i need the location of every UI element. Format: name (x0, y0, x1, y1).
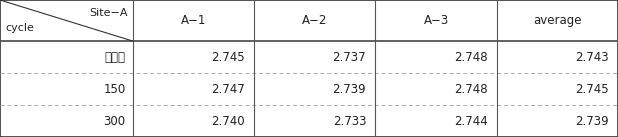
Text: 2.745: 2.745 (211, 51, 245, 64)
Text: A−2: A−2 (302, 14, 328, 27)
Text: A−1: A−1 (181, 14, 206, 27)
Text: 종기값: 종기값 (104, 51, 125, 64)
Text: 2.748: 2.748 (454, 51, 488, 64)
Text: 2.739: 2.739 (575, 115, 609, 128)
Text: 2.747: 2.747 (211, 83, 245, 95)
Text: average: average (533, 14, 582, 27)
Text: 2.745: 2.745 (575, 83, 609, 95)
Text: 2.748: 2.748 (454, 83, 488, 95)
Text: 2.740: 2.740 (211, 115, 245, 128)
Text: 150: 150 (103, 83, 125, 95)
Text: 300: 300 (103, 115, 125, 128)
Text: A−3: A−3 (423, 14, 449, 27)
Text: 2.739: 2.739 (332, 83, 366, 95)
Text: Site−A: Site−A (90, 8, 128, 18)
Text: 2.737: 2.737 (332, 51, 366, 64)
Text: cycle: cycle (5, 23, 34, 33)
Text: 2.743: 2.743 (575, 51, 609, 64)
Text: 2.744: 2.744 (454, 115, 488, 128)
Text: 2.733: 2.733 (332, 115, 366, 128)
